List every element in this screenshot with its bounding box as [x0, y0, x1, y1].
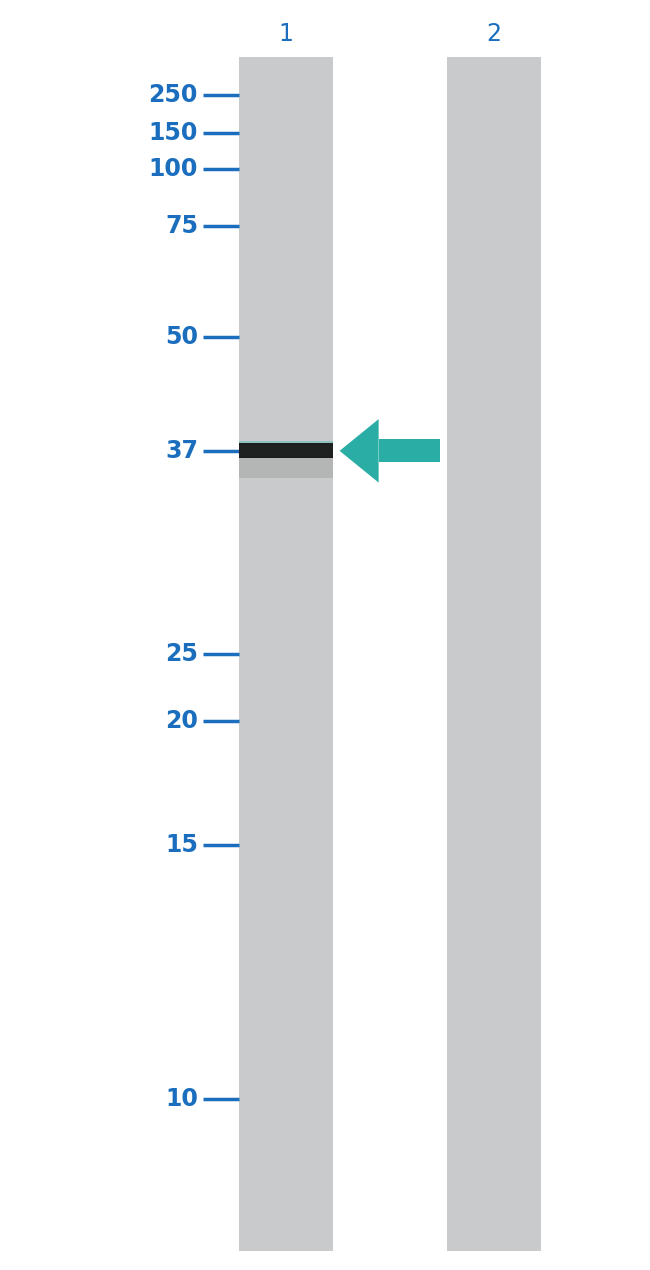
Text: 75: 75 — [165, 215, 198, 237]
Text: 150: 150 — [149, 122, 198, 145]
Text: 20: 20 — [165, 710, 198, 733]
Text: 37: 37 — [165, 439, 198, 462]
Text: 1: 1 — [279, 23, 293, 46]
Bar — [239, 455, 333, 478]
Text: 250: 250 — [149, 84, 198, 107]
Text: 10: 10 — [165, 1087, 198, 1110]
Text: 15: 15 — [165, 833, 198, 856]
Bar — [239, 57, 333, 1251]
Text: 2: 2 — [486, 23, 502, 46]
Bar — [378, 439, 441, 462]
Text: 25: 25 — [165, 643, 198, 665]
Bar — [239, 441, 333, 446]
Bar — [447, 57, 541, 1251]
Text: 100: 100 — [149, 157, 198, 180]
Bar — [239, 443, 333, 458]
Polygon shape — [339, 419, 378, 483]
Text: 50: 50 — [165, 325, 198, 348]
